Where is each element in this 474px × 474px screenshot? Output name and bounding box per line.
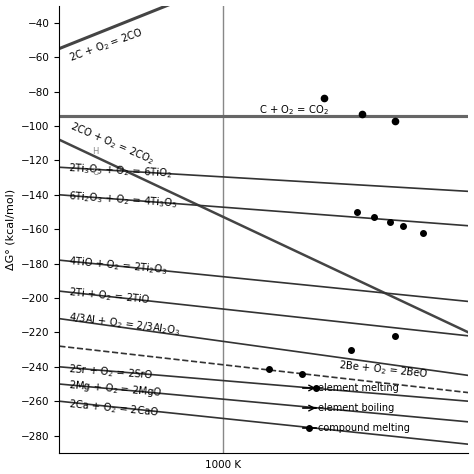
Text: C: C: [92, 168, 98, 177]
Text: 2Ca + O$_2$ = 2CaO: 2Ca + O$_2$ = 2CaO: [67, 397, 159, 419]
Text: element melting: element melting: [319, 383, 399, 393]
Text: 2Sr + O$_2$ = 2SrO: 2Sr + O$_2$ = 2SrO: [67, 362, 154, 382]
Text: 2C + O$_2$ = 2CO: 2C + O$_2$ = 2CO: [67, 25, 146, 65]
Text: compound melting: compound melting: [319, 423, 410, 433]
Text: C + O$_2$ = CO$_2$: C + O$_2$ = CO$_2$: [259, 104, 329, 118]
Text: 2Ti + O$_2$ = 2TiO: 2Ti + O$_2$ = 2TiO: [67, 285, 150, 307]
Text: 2Be + O$_2$ = 2BeO: 2Be + O$_2$ = 2BeO: [337, 359, 428, 382]
Text: 2Mg + O$_2$ = 2MgO: 2Mg + O$_2$ = 2MgO: [67, 378, 163, 400]
Y-axis label: ΔG° (kcal/mol): ΔG° (kcal/mol): [6, 189, 16, 270]
Text: H: H: [92, 147, 99, 156]
Text: 1000 K: 1000 K: [205, 460, 241, 470]
Text: 4TiO + O$_2$ = 2Ti$_2$O$_3$: 4TiO + O$_2$ = 2Ti$_2$O$_3$: [67, 254, 168, 277]
Text: 6Ti$_2$O$_3$ + O$_2$ = 4Ti$_3$O$_5$: 6Ti$_2$O$_3$ + O$_2$ = 4Ti$_3$O$_5$: [67, 189, 177, 210]
Text: element boiling: element boiling: [319, 403, 394, 413]
Text: 2Ti$_3$O$_5$ + O$_2$ = 6TiO$_2$: 2Ti$_3$O$_5$ + O$_2$ = 6TiO$_2$: [67, 161, 172, 181]
Text: 2CO + O$_2$ = 2CO$_2$: 2CO + O$_2$ = 2CO$_2$: [67, 119, 156, 167]
Text: 4/3Al + O$_2$ = 2/3Al$_2$O$_3$: 4/3Al + O$_2$ = 2/3Al$_2$O$_3$: [67, 310, 181, 337]
